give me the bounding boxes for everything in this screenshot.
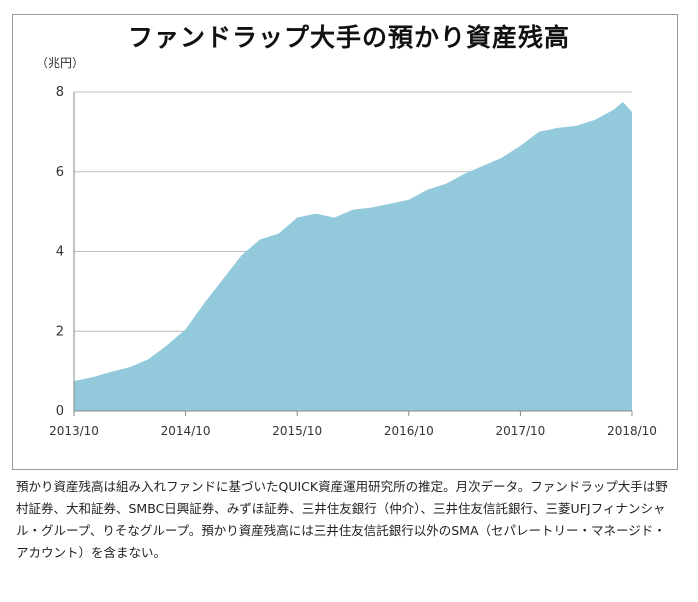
x-tick-2013/10: 2013/10 [49,424,99,438]
x-tick-2015/10: 2015/10 [272,424,322,438]
footnote: 預かり資産残高は組み入れファンドに基づいたQUICK資産運用研究所の推定。月次デ… [16,479,668,560]
area-series [74,102,632,411]
area-chart: 0 2 4 6 8 2013/10 2014/10 2015/10 2016/10 2017/1… [49,85,657,438]
x-tick-2016/10: 2016/10 [384,424,434,438]
area-fill [74,102,632,411]
x-tick-labels: 2013/10 2014/10 2015/10 2016/10 2017/10 2018/… [49,424,657,438]
y-tick-2: 2 [56,324,64,339]
x-tick-2017/10: 2017/10 [495,424,545,438]
y-tick-labels: 0 2 4 6 8 [56,85,64,419]
x-tick-2018/10: 2018/10 [607,424,657,438]
chart-title: ファンドラップ大手の預かり資産残高 [127,23,570,52]
y-tick-4: 4 [56,245,64,260]
y-tick-8: 8 [56,85,64,100]
x-tick-2014/10: 2014/10 [161,424,211,438]
axes [73,92,633,416]
y-axis-unit-label: （兆円） [36,56,85,70]
y-tick-0: 0 [56,404,64,419]
y-tick-6: 6 [56,165,64,180]
